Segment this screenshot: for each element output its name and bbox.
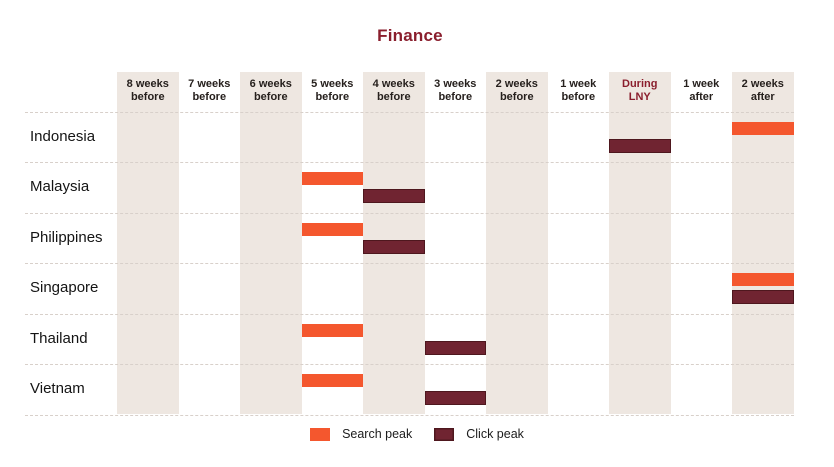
row-label-indonesia: Indonesia <box>30 127 96 145</box>
row-label-philippines: Philippines <box>30 228 103 246</box>
click-peak-bar-indonesia <box>609 138 671 153</box>
column-shade-8-weeks-before <box>117 72 179 414</box>
row-gridline <box>25 212 794 214</box>
column-header-line1: 3 weeks <box>434 78 477 90</box>
column-header-line2: before <box>192 91 227 103</box>
column-header-7-weeks-before: 7 weeks before <box>179 78 241 104</box>
column-header-line1: 6 weeks <box>249 78 292 90</box>
column-header-line1: 1 week <box>683 78 720 90</box>
click-peak-bar-thailand <box>424 340 486 355</box>
click-peak-bar-malaysia <box>363 189 425 203</box>
column-header-4-weeks-before: 4 weeks before <box>363 78 425 104</box>
legend-label-click-peak: Click peak <box>466 427 524 441</box>
legend-label-search-peak: Search peak <box>342 427 413 441</box>
column-header-line1: 4 weeks <box>372 78 415 90</box>
click-peak-bar-philippines <box>363 239 425 254</box>
column-shade-during-lny <box>609 72 671 414</box>
legend-item-search-peak: Search peak <box>310 427 412 441</box>
column-shade-2-weeks-before <box>486 72 548 414</box>
column-header-1-week-after: 1 week after <box>671 78 733 104</box>
row-label-thailand: Thailand <box>30 329 88 347</box>
row-gridline <box>25 364 794 365</box>
column-header-line2: after <box>689 91 714 103</box>
row-label-vietnam: Vietnam <box>30 380 85 398</box>
search-peak-bar-singapore <box>732 273 794 286</box>
column-header-line1: 5 weeks <box>311 78 354 90</box>
column-shade-6-weeks-before <box>240 72 302 414</box>
search-peak-bar-philippines <box>301 222 363 236</box>
column-header-line2: before <box>130 91 165 103</box>
row-gridline <box>25 313 794 315</box>
row-label-malaysia: Malaysia <box>30 178 90 196</box>
search-peak-bar-indonesia <box>732 121 794 135</box>
row-label-singapore: Singapore <box>30 279 99 297</box>
column-header-2-weeks-before: 2 weeks before <box>486 78 548 104</box>
column-header-line2: before <box>315 91 350 103</box>
column-header-line1: 2 weeks <box>495 78 538 90</box>
click-peak-bar-vietnam <box>424 391 486 405</box>
row-gridline <box>25 414 794 416</box>
column-header-3-weeks-before: 3 weeks before <box>425 78 487 104</box>
legend: Search peak Click peak <box>0 427 834 441</box>
column-header-line2: before <box>376 91 411 103</box>
column-header-line2: after <box>750 91 775 103</box>
column-header-line2: before <box>499 91 534 103</box>
column-header-line2: before <box>438 91 473 103</box>
search-peak-bar-thailand <box>301 323 363 337</box>
chart-title: Finance <box>377 26 443 45</box>
column-header-during-lny: During LNY <box>609 78 671 104</box>
column-header-line1: 2 weeks <box>741 78 784 90</box>
row-gridline <box>25 263 794 264</box>
column-header-6-weeks-before: 6 weeks before <box>240 78 302 104</box>
column-header-line1: 1 week <box>560 78 597 90</box>
column-header-1-week-before: 1 week before <box>548 78 610 104</box>
search-peak-bar-malaysia <box>301 172 363 185</box>
column-header-line1: 8 weeks <box>126 78 169 90</box>
column-header-2-weeks-after: 2 weeks after <box>732 78 794 104</box>
search-peak-swatch-icon <box>310 427 331 441</box>
click-peak-bar-singapore <box>732 290 794 304</box>
column-header-line2: before <box>253 91 288 103</box>
column-header-8-weeks-before: 8 weeks before <box>117 78 179 104</box>
click-peak-swatch-icon <box>434 427 455 441</box>
search-peak-bar-vietnam <box>301 374 363 387</box>
column-header-line2: LNY <box>628 91 651 103</box>
column-header-line1: 7 weeks <box>188 78 231 90</box>
row-gridline <box>25 162 794 163</box>
legend-item-click-peak: Click peak <box>434 427 524 441</box>
column-header-line2: before <box>561 91 596 103</box>
column-header-5-weeks-before: 5 weeks before <box>302 78 364 104</box>
row-gridline <box>25 111 794 113</box>
column-header-line1: During <box>622 78 658 90</box>
